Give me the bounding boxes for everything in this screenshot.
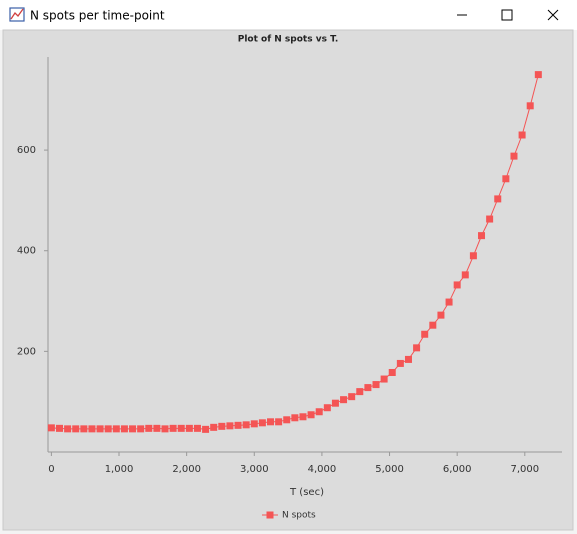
point-marker xyxy=(445,298,453,306)
point-marker xyxy=(510,152,518,160)
y-tick-label: 200 xyxy=(17,346,36,357)
x-tick-label: 4,000 xyxy=(308,464,337,475)
point-marker xyxy=(137,425,145,433)
point-marker xyxy=(356,388,364,396)
point-marker xyxy=(315,408,323,416)
point-marker xyxy=(120,425,128,433)
point-marker xyxy=(469,252,477,260)
point-marker xyxy=(153,424,161,432)
point-marker xyxy=(502,175,510,183)
point-marker xyxy=(177,424,185,432)
point-marker xyxy=(242,421,250,429)
window-title: N spots per time-point xyxy=(30,9,165,23)
point-marker xyxy=(202,425,210,433)
point-marker xyxy=(275,418,283,426)
point-marker xyxy=(185,424,193,432)
point-marker xyxy=(323,404,331,412)
point-marker xyxy=(478,232,486,240)
app-icon xyxy=(9,7,25,22)
point-marker xyxy=(250,420,258,428)
point-marker xyxy=(64,425,72,433)
point-marker xyxy=(413,344,421,352)
point-marker xyxy=(494,195,502,203)
legend-marker xyxy=(266,511,274,519)
point-marker xyxy=(145,424,153,432)
point-marker xyxy=(96,425,104,433)
point-marker xyxy=(104,425,112,433)
y-tick-label: 600 xyxy=(17,145,36,156)
maximize-button[interactable] xyxy=(501,9,513,21)
point-marker xyxy=(161,425,169,433)
point-marker xyxy=(461,271,469,279)
point-marker xyxy=(307,411,315,419)
x-tick-label: 2,000 xyxy=(172,464,201,475)
point-marker xyxy=(72,425,80,433)
point-marker xyxy=(453,281,461,289)
plot-panel xyxy=(2,29,574,531)
point-marker xyxy=(388,368,396,376)
point-marker xyxy=(218,422,226,430)
y-tick-label: 400 xyxy=(17,246,36,257)
title-bar xyxy=(0,0,577,30)
chart-title: Plot of N spots vs T. xyxy=(238,35,339,45)
x-tick-label: 0 xyxy=(48,464,54,475)
x-tick-label: 7,000 xyxy=(510,464,539,475)
point-marker xyxy=(210,423,218,431)
point-marker xyxy=(283,416,291,424)
x-tick-label: 5,000 xyxy=(375,464,404,475)
point-marker xyxy=(226,422,234,430)
point-marker xyxy=(55,424,63,432)
point-marker xyxy=(299,413,307,421)
point-marker xyxy=(193,424,201,432)
point-marker xyxy=(364,384,372,392)
point-marker xyxy=(486,215,494,223)
point-marker xyxy=(372,381,380,389)
point-marker xyxy=(534,71,542,79)
point-marker xyxy=(129,425,137,433)
x-tick-label: 3,000 xyxy=(240,464,269,475)
point-marker xyxy=(518,131,526,139)
point-marker xyxy=(112,425,120,433)
point-marker xyxy=(80,425,88,433)
point-marker xyxy=(437,311,445,319)
close-button[interactable] xyxy=(547,9,559,21)
point-marker xyxy=(396,359,404,367)
point-marker xyxy=(234,421,242,429)
x-axis-label: T (sec) xyxy=(289,487,324,498)
point-marker xyxy=(348,393,356,401)
point-marker xyxy=(429,321,437,329)
point-marker xyxy=(404,355,412,363)
point-marker xyxy=(47,424,55,432)
legend-label: N spots xyxy=(282,511,316,521)
x-tick-label: 1,000 xyxy=(105,464,134,475)
point-marker xyxy=(526,102,534,110)
point-marker xyxy=(258,419,266,427)
point-marker xyxy=(331,399,339,407)
point-marker xyxy=(88,425,96,433)
point-marker xyxy=(267,418,275,426)
point-marker xyxy=(169,424,177,432)
point-marker xyxy=(421,330,429,338)
point-marker xyxy=(340,396,348,404)
point-marker xyxy=(380,375,388,383)
x-tick-label: 6,000 xyxy=(443,464,472,475)
point-marker xyxy=(291,414,299,422)
